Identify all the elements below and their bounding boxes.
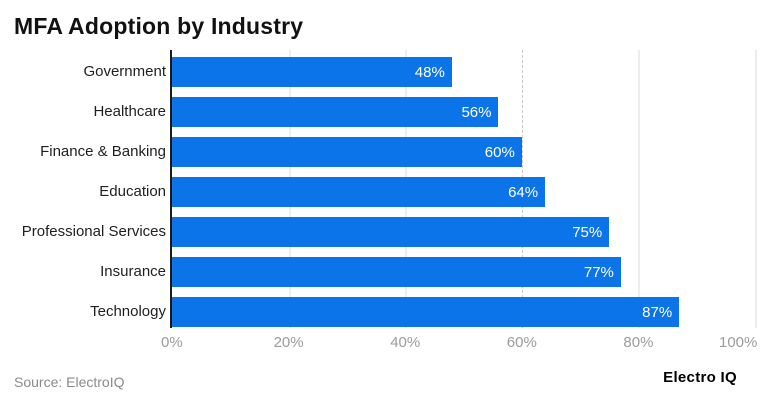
category-label-technology: Technology [90, 303, 166, 320]
bar-value-label: 77% [583, 263, 614, 281]
x-tick-label-100: 100% [719, 334, 758, 351]
bar-professional-services[interactable]: 75% [172, 217, 610, 247]
chart-title: MFA Adoption by Industry [14, 13, 304, 39]
gridline-100 [755, 50, 757, 328]
y-axis-line [170, 50, 172, 328]
category-label-government: Government [83, 63, 166, 80]
bar-education[interactable]: 64% [172, 177, 546, 207]
x-tick-label-60: 60% [506, 334, 537, 351]
bar-value-label: 75% [572, 223, 603, 241]
x-tick-label-0: 0% [161, 334, 183, 351]
x-tick-label-20: 20% [273, 334, 304, 351]
bar-value-label: 64% [508, 183, 539, 201]
brand-logo: Electro IQ [663, 369, 737, 386]
x-tick-label-80: 80% [623, 334, 654, 351]
plot-area: 48% 56% 60% 64% 75% 77% 87% [170, 50, 757, 328]
gridline-80 [638, 50, 641, 328]
x-tick-label-40: 40% [390, 334, 421, 351]
bar-government[interactable]: 48% [172, 57, 452, 87]
bar-technology[interactable]: 87% [172, 297, 680, 327]
source-note: Source: ElectroIQ [14, 374, 125, 390]
category-label-professional-services: Professional Services [21, 223, 166, 240]
category-label-finance-banking: Finance & Banking [40, 143, 166, 160]
category-label-healthcare: Healthcare [93, 103, 166, 120]
bar-value-label: 87% [642, 303, 673, 321]
bar-finance-banking[interactable]: 60% [172, 137, 522, 167]
bar-healthcare[interactable]: 56% [172, 97, 499, 127]
bar-value-label: 60% [484, 143, 515, 161]
bar-value-label: 48% [414, 63, 445, 81]
bar-insurance[interactable]: 77% [172, 257, 621, 287]
category-label-insurance: Insurance [100, 263, 166, 280]
bar-value-label: 56% [461, 103, 492, 121]
category-label-education: Education [99, 183, 166, 200]
